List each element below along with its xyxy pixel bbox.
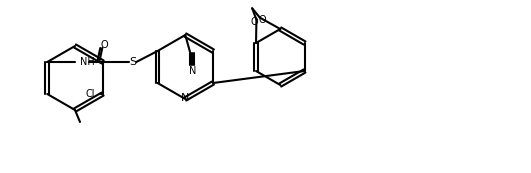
Text: O: O xyxy=(100,40,108,50)
Text: NH: NH xyxy=(80,57,95,67)
Text: O: O xyxy=(258,15,266,25)
Text: S: S xyxy=(130,57,137,67)
Text: O: O xyxy=(251,17,258,27)
Text: Cl: Cl xyxy=(85,89,95,99)
Text: N: N xyxy=(189,66,196,76)
Text: N: N xyxy=(181,93,190,103)
